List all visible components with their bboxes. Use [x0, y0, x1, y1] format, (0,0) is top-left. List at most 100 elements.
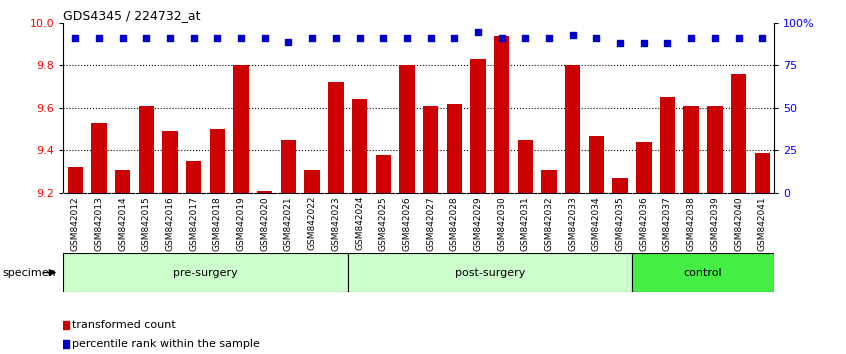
- Text: GDS4345 / 224732_at: GDS4345 / 224732_at: [63, 9, 201, 22]
- Text: GSM842014: GSM842014: [118, 196, 127, 251]
- Point: [519, 35, 532, 41]
- Text: GSM842018: GSM842018: [213, 196, 222, 251]
- Point: [684, 35, 698, 41]
- Bar: [660, 97, 675, 193]
- Bar: [376, 155, 391, 193]
- Text: GSM842021: GSM842021: [284, 196, 293, 251]
- Bar: [494, 36, 509, 193]
- Text: GSM842030: GSM842030: [497, 196, 506, 251]
- Point: [163, 35, 177, 41]
- Point: [732, 35, 745, 41]
- Bar: [210, 129, 225, 193]
- Text: pre-surgery: pre-surgery: [173, 268, 238, 278]
- Point: [448, 35, 461, 41]
- Text: GSM842041: GSM842041: [758, 196, 766, 251]
- Bar: [257, 191, 272, 193]
- Text: GSM842029: GSM842029: [474, 196, 482, 251]
- Text: control: control: [684, 268, 722, 278]
- Text: GSM842026: GSM842026: [403, 196, 411, 251]
- Text: GSM842022: GSM842022: [308, 196, 316, 250]
- Text: GSM842032: GSM842032: [545, 196, 553, 251]
- Bar: [352, 99, 367, 193]
- Text: GSM842038: GSM842038: [687, 196, 695, 251]
- Bar: [589, 136, 604, 193]
- Point: [637, 41, 651, 46]
- Bar: [305, 170, 320, 193]
- Bar: [139, 106, 154, 193]
- Text: post-surgery: post-surgery: [454, 268, 525, 278]
- Bar: [233, 65, 249, 193]
- Bar: [565, 65, 580, 193]
- Point: [566, 32, 580, 38]
- Point: [542, 35, 556, 41]
- Bar: [470, 59, 486, 193]
- Bar: [755, 153, 770, 193]
- Point: [187, 35, 201, 41]
- Bar: [328, 82, 343, 193]
- Text: GSM842017: GSM842017: [190, 196, 198, 251]
- Text: GSM842039: GSM842039: [711, 196, 719, 251]
- Point: [471, 29, 485, 34]
- Point: [376, 35, 390, 41]
- Bar: [91, 123, 107, 193]
- Bar: [281, 140, 296, 193]
- Bar: [541, 170, 557, 193]
- Text: GSM842033: GSM842033: [569, 196, 577, 251]
- Text: GSM842025: GSM842025: [379, 196, 387, 251]
- Point: [424, 35, 437, 41]
- Point: [258, 35, 272, 41]
- Bar: [447, 104, 462, 193]
- Text: GSM842015: GSM842015: [142, 196, 151, 251]
- Text: GSM842035: GSM842035: [616, 196, 624, 251]
- Text: GSM842019: GSM842019: [237, 196, 245, 251]
- Bar: [348, 253, 632, 292]
- Bar: [636, 142, 651, 193]
- Point: [613, 41, 627, 46]
- Point: [58, 341, 72, 347]
- Text: GSM842028: GSM842028: [450, 196, 459, 251]
- Bar: [68, 167, 83, 193]
- Point: [755, 35, 769, 41]
- Point: [234, 35, 248, 41]
- Text: transformed count: transformed count: [72, 320, 176, 330]
- Text: percentile rank within the sample: percentile rank within the sample: [72, 339, 261, 349]
- Text: GSM842031: GSM842031: [521, 196, 530, 251]
- Bar: [423, 106, 438, 193]
- Bar: [707, 106, 722, 193]
- Point: [590, 35, 603, 41]
- Point: [329, 35, 343, 41]
- Text: GSM842034: GSM842034: [592, 196, 601, 251]
- Bar: [186, 161, 201, 193]
- Text: GSM842013: GSM842013: [95, 196, 103, 251]
- Point: [400, 35, 414, 41]
- Point: [69, 35, 82, 41]
- Text: GSM842012: GSM842012: [71, 196, 80, 251]
- Point: [708, 35, 722, 41]
- Text: GSM842036: GSM842036: [640, 196, 648, 251]
- Text: GSM842023: GSM842023: [332, 196, 340, 251]
- Point: [92, 35, 106, 41]
- Bar: [518, 140, 533, 193]
- Bar: [632, 253, 774, 292]
- Text: GSM842037: GSM842037: [663, 196, 672, 251]
- Bar: [399, 65, 415, 193]
- Bar: [162, 131, 178, 193]
- Point: [58, 322, 72, 328]
- Text: specimen: specimen: [3, 268, 57, 278]
- Point: [211, 35, 224, 41]
- Point: [661, 41, 674, 46]
- Point: [305, 35, 319, 41]
- Point: [116, 35, 129, 41]
- Text: GSM842027: GSM842027: [426, 196, 435, 251]
- Bar: [731, 74, 746, 193]
- Text: GSM842020: GSM842020: [261, 196, 269, 251]
- Bar: [684, 106, 699, 193]
- Bar: [63, 253, 348, 292]
- Point: [140, 35, 153, 41]
- Bar: [613, 178, 628, 193]
- Text: GSM842024: GSM842024: [355, 196, 364, 250]
- Point: [495, 35, 508, 41]
- Bar: [115, 170, 130, 193]
- Point: [353, 35, 366, 41]
- Point: [282, 39, 295, 45]
